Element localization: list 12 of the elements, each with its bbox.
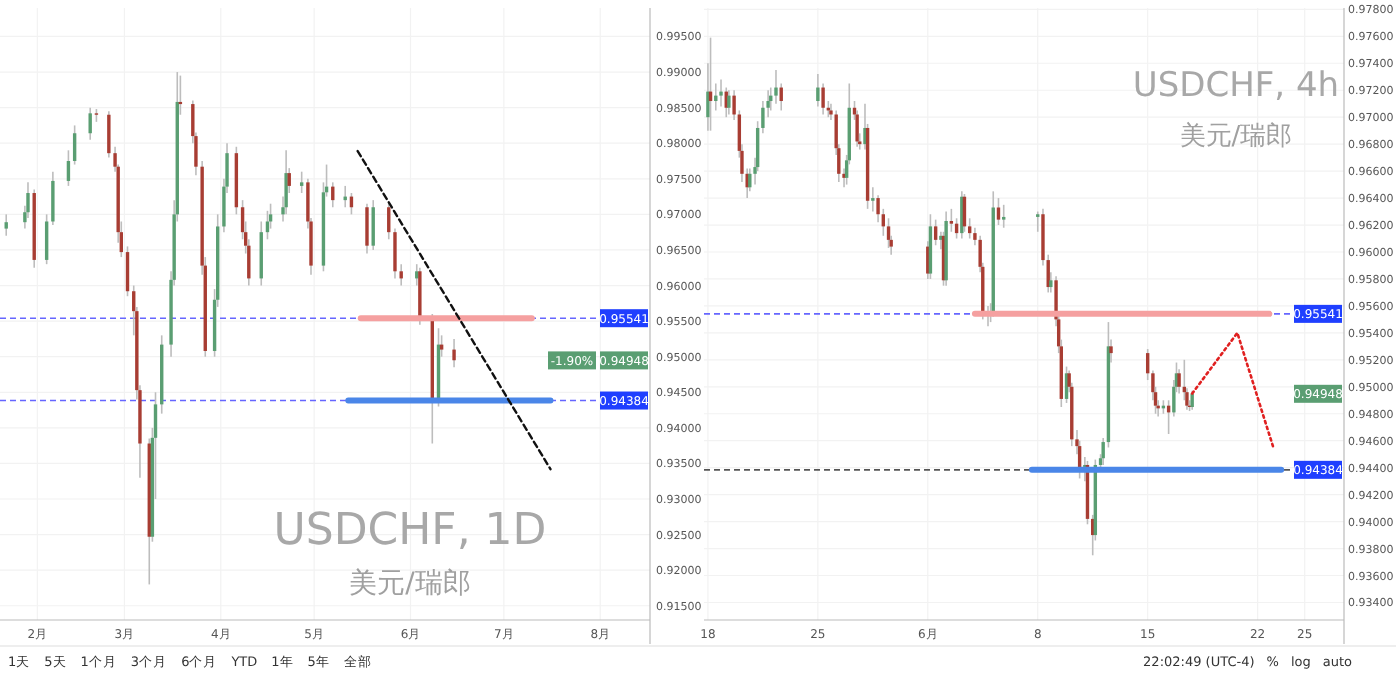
candlestick [365, 202, 369, 255]
text: USDCHF, 4h [1132, 66, 1340, 106]
candlestick [51, 170, 55, 226]
text: 美元/瑞郎 [349, 568, 471, 600]
candlestick [418, 266, 422, 326]
candlestick [299, 170, 304, 194]
candlestick [88, 106, 92, 141]
text: USDCHF, 1D [273, 506, 547, 556]
text: 美元/瑞郎 [1179, 120, 1293, 152]
candlestick [452, 338, 456, 369]
candlestick [4, 213, 8, 237]
candlestick [265, 210, 270, 241]
